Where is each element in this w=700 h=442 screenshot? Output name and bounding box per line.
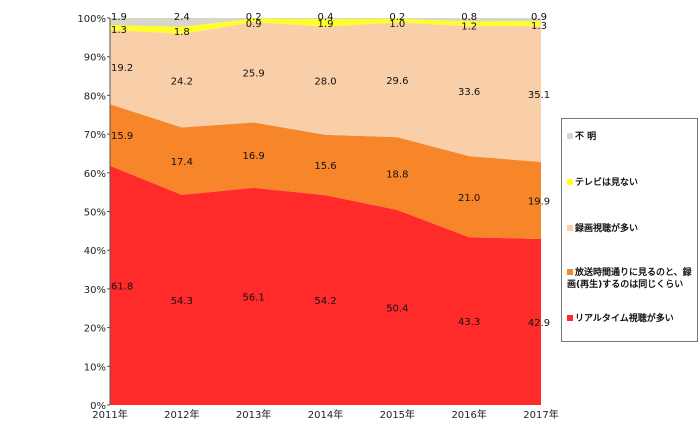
y-tick-label: 10% <box>84 362 106 373</box>
area-no-tv <box>110 18 541 34</box>
data-label-unknown: 0.2 <box>246 12 262 23</box>
y-tick-label: 60% <box>84 169 106 180</box>
data-label-equal: 18.8 <box>386 170 408 181</box>
legend-item-unknown: 不 明 <box>567 131 695 143</box>
data-label-equal: 21.0 <box>458 193 480 204</box>
y-tick-label: 30% <box>84 285 106 296</box>
legend-swatch-unknown <box>567 133 573 139</box>
data-label-unknown: 1.9 <box>111 12 127 23</box>
area-layer <box>110 18 541 405</box>
legend-item-equal: 放送時間通りに見るのと、録画(再生)するのは同じくらい <box>567 267 695 291</box>
data-label-equal: 15.9 <box>111 131 133 142</box>
legend-item-no-tv: テレビは見ない <box>567 177 695 189</box>
data-label-recorded: 33.6 <box>458 87 480 98</box>
data-label-realtime: 50.4 <box>386 303 408 314</box>
data-label-realtime: 42.9 <box>528 318 550 329</box>
x-tick-label: 2013年 <box>236 408 271 421</box>
data-label-unknown: 0.8 <box>461 12 477 23</box>
legend-swatch-no-tv <box>567 179 573 185</box>
data-label-no-tv: 1.8 <box>174 27 190 38</box>
legend-swatch-recorded <box>567 225 573 231</box>
data-label-no-tv: 1.9 <box>318 19 334 30</box>
data-label-realtime: 43.3 <box>458 317 480 328</box>
x-tick-label: 2011年 <box>92 408 127 421</box>
data-label-realtime: 56.1 <box>243 292 265 303</box>
x-tick-labels: 2011年 2012年 2013年 2014年 2015年 2016年 2017年 <box>92 408 558 421</box>
data-label-recorded: 28.0 <box>314 77 336 88</box>
legend-label-equal: 放送時間通りに見るのと、録画(再生)するのは同じくらい <box>567 268 692 290</box>
legend-swatch-realtime <box>567 315 573 321</box>
legend-item-recorded: 録画視聴が多い <box>567 223 695 235</box>
data-label-unknown: 0.4 <box>318 12 334 23</box>
data-label-equal: 16.9 <box>243 151 265 162</box>
data-label-recorded: 25.9 <box>243 68 265 79</box>
legend-label-unknown: 不 明 <box>575 132 597 142</box>
y-tick-label: 20% <box>84 324 106 335</box>
y-tick-label: 90% <box>84 53 106 64</box>
data-label-recorded: 24.2 <box>171 77 193 88</box>
data-label-equal: 19.9 <box>528 196 550 207</box>
data-label-recorded: 35.1 <box>528 90 550 101</box>
data-labels: 61.8 54.3 56.1 54.2 50.4 43.3 42.9 15.9 17.4 16.9… <box>111 12 550 329</box>
data-label-no-tv: 1.3 <box>531 21 547 32</box>
y-tick-label: 40% <box>84 246 106 257</box>
y-tick-label: 50% <box>84 208 106 219</box>
legend-label-recorded: 録画視聴が多い <box>575 224 639 234</box>
area-unknown <box>110 18 541 27</box>
legend: 不 明 テレビは見ない 録画視聴が多い 放送時間通りに見るのと、録画(再生)する… <box>561 118 698 342</box>
data-label-realtime: 54.2 <box>314 296 336 307</box>
data-label-no-tv: 1.3 <box>111 25 127 36</box>
x-tick-label: 2017年 <box>523 408 558 421</box>
data-label-realtime: 54.3 <box>171 296 193 307</box>
data-label-no-tv: 0.9 <box>246 19 262 30</box>
x-tick-label: 2015年 <box>380 408 415 421</box>
legend-label-realtime: リアルタイム視聴が多い <box>575 314 674 324</box>
y-tick-label: 70% <box>84 130 106 141</box>
data-label-recorded: 19.2 <box>111 63 133 74</box>
y-tick-labels: 0% 10% 20% 30% 40% 50% 60% 70% 80% 90% 100% <box>77 14 110 412</box>
data-label-realtime: 61.8 <box>111 281 133 292</box>
x-tick-label: 2012年 <box>164 408 199 421</box>
area-equal <box>110 104 541 239</box>
data-label-unknown: 0.9 <box>531 12 547 23</box>
legend-label-no-tv: テレビは見ない <box>575 178 639 188</box>
area-recorded <box>110 22 541 162</box>
data-label-equal: 15.6 <box>314 161 336 172</box>
y-tick-label: 100% <box>77 14 106 25</box>
y-tick-label: 80% <box>84 91 106 102</box>
x-tick-label: 2016年 <box>451 408 486 421</box>
data-label-equal: 17.4 <box>171 157 193 168</box>
data-label-unknown: 0.2 <box>389 12 405 23</box>
legend-swatch-equal <box>567 269 573 275</box>
data-label-no-tv: 1.2 <box>461 21 477 32</box>
data-label-unknown: 2.4 <box>174 12 190 23</box>
area-realtime <box>110 165 541 405</box>
legend-item-realtime: リアルタイム視聴が多い <box>567 313 695 325</box>
y-tick-label: 0% <box>90 401 106 412</box>
x-tick-label: 2014年 <box>308 408 343 421</box>
data-label-recorded: 29.6 <box>386 76 408 87</box>
data-label-no-tv: 1.0 <box>389 19 405 30</box>
